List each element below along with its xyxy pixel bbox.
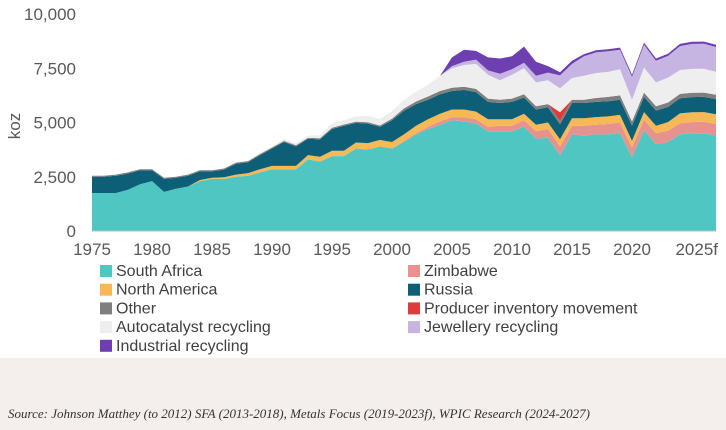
- legend-swatch-jewellery-recycling: [408, 321, 420, 334]
- legend-swatch-autocatalyst-recycling: [100, 321, 112, 334]
- legend-label-south-africa: South Africa: [116, 263, 202, 280]
- y-tick-label: 5,000: [33, 114, 76, 133]
- y-axis-label: koz: [5, 113, 24, 139]
- legend-swatch-north-america: [100, 283, 112, 296]
- legend-swatch-russia: [408, 283, 420, 296]
- x-axis-ticks: 1975 1980 1985 1990 1995 2000 2005 2010 2015 2020…: [73, 240, 718, 259]
- legend-swatch-zimbabwe: [408, 265, 420, 277]
- legend-label-north-america: North America: [116, 282, 217, 299]
- area-autocatalyst-recycling: [92, 63, 716, 178]
- area-layers: [92, 41, 716, 231]
- x-tick-label: 2000: [373, 240, 411, 259]
- x-tick-label: 1985: [193, 240, 231, 259]
- x-tick-label: 1980: [133, 240, 171, 259]
- x-tick-label: 2025f: [675, 240, 718, 259]
- chart-panel: 0 2,500 5,000 7,500 10,000 1975 1980 1985 1990 1…: [0, 0, 726, 358]
- source-note: Source: Johnson Matthey (to 2012) SFA (2…: [8, 406, 590, 421]
- x-tick-label: 1995: [313, 240, 351, 259]
- x-tick-label: 2015: [553, 240, 591, 259]
- x-tick-label: 1990: [253, 240, 291, 259]
- area-south-africa: [92, 120, 716, 231]
- x-tick-label: 2005: [433, 240, 471, 259]
- legend-label-russia: Russia: [424, 282, 473, 299]
- x-tick-label: 2020: [613, 240, 651, 259]
- legend-swatch-south-africa: [100, 265, 112, 277]
- legend-swatch-industrial-recycling: [100, 339, 112, 352]
- area-jewellery-recycling: [92, 43, 716, 178]
- legend-label-autocatalyst-recycling: Autocatalyst recycling: [116, 319, 271, 336]
- y-tick-label: 7,500: [33, 59, 76, 78]
- legend-label-producer-inventory-movement: Producer inventory movement: [424, 300, 638, 317]
- y-axis-ticks: 0 2,500 5,000 7,500 10,000: [24, 5, 76, 241]
- y-tick-label: 10,000: [24, 5, 76, 24]
- legend-label-other: Other: [116, 300, 157, 317]
- legend-label-zimbabwe: Zimbabwe: [424, 263, 498, 280]
- legend-label-industrial-recycling: Industrial recycling: [116, 338, 249, 355]
- x-tick-label: 2010: [493, 240, 531, 259]
- area-russia: [92, 89, 716, 193]
- legend-label-jewellery-recycling: Jewellery recycling: [424, 319, 558, 336]
- legend-swatch-producer-inventory-movement: [408, 302, 420, 315]
- y-tick-label: 0: [67, 222, 76, 241]
- legend-swatch-other: [100, 302, 112, 315]
- y-tick-label: 2,500: [33, 168, 76, 187]
- x-tick-label: 1975: [73, 240, 111, 259]
